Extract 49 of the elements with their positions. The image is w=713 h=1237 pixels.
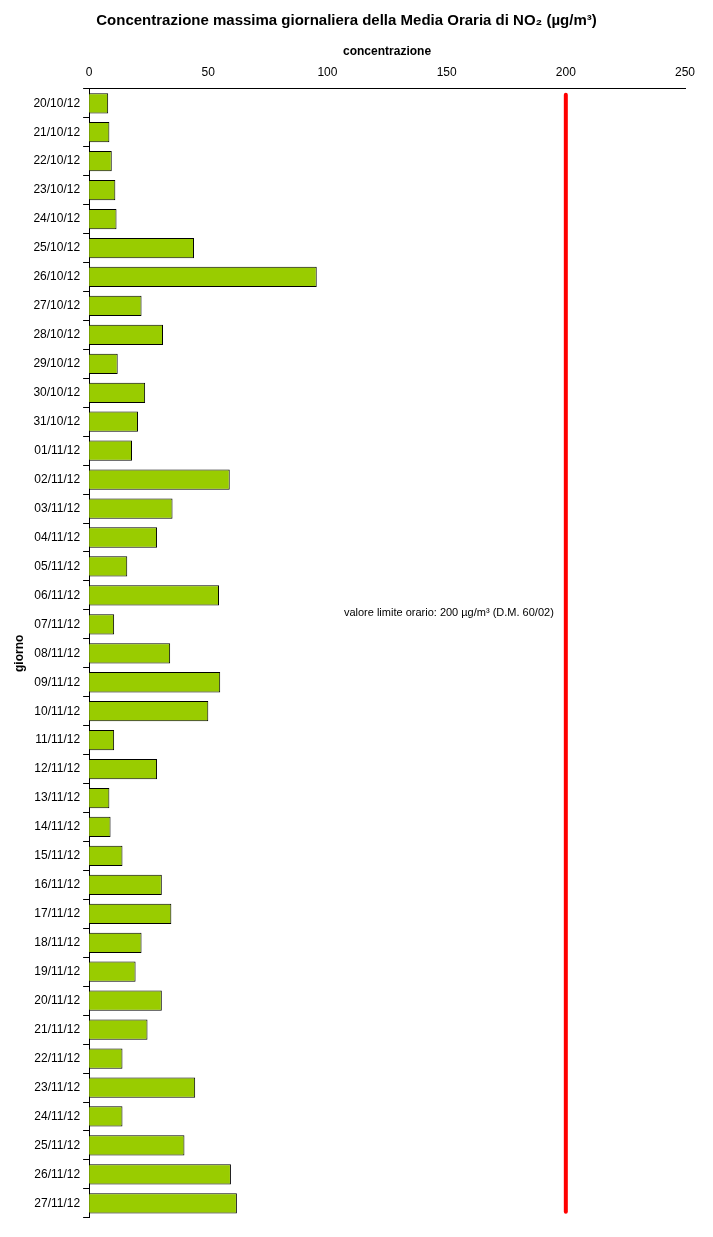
y-tick-label: 29/10/12 — [33, 356, 81, 371]
y-tick-label: 22/11/12 — [34, 1050, 81, 1065]
y-tick-label: 13/11/12 — [34, 790, 81, 805]
x-tick-label: 150 — [436, 64, 457, 79]
y-tick-label: 28/10/12 — [33, 327, 81, 342]
y-tick-label: 20/11/12 — [34, 993, 81, 1007]
y-tick-label: 24/10/12 — [33, 211, 81, 226]
y-tick-label: 25/11/12 — [34, 1137, 81, 1152]
y-tick-label: 26/10/12 — [33, 269, 81, 284]
y-tick-label: 19/11/12 — [34, 964, 81, 979]
y-tick-label: 16/11/12 — [34, 877, 81, 892]
y-tick-label: 21/10/12 — [33, 124, 81, 139]
ref-line-label: valore limite orario: 200 µg/m³ (D.M. 60/02) — [343, 606, 554, 619]
y-tick-label: 24/11/12 — [34, 1108, 81, 1123]
y-tick-label: 26/11/12 — [34, 1166, 81, 1181]
y-tick-label: 03/11/12 — [34, 500, 81, 515]
x-tick-label: 200 — [555, 64, 577, 79]
y-tick-label: 23/10/12 — [33, 182, 81, 197]
y-tick-label: 23/11/12 — [34, 1079, 81, 1094]
y-tick-label: 05/11/12 — [34, 558, 81, 573]
y-tick-label: 17/11/12 — [34, 906, 81, 921]
y-tick-label: 20/10/12 — [33, 95, 81, 110]
y-tick-label: 09/11/12 — [34, 674, 81, 689]
y-tick-label: 04/11/12 — [34, 529, 81, 544]
y-tick-label: 18/11/12 — [34, 935, 81, 950]
y-tick-label: 25/10/12 — [33, 240, 81, 255]
x-tick-label: 50 — [201, 64, 216, 79]
y-tick-label: 27/11/12 — [34, 1195, 81, 1210]
y-tick-label: 27/10/12 — [33, 298, 81, 313]
y-tick-label: 02/11/12 — [34, 471, 81, 486]
x-tick-label: 250 — [674, 64, 696, 79]
y-tick-label: 22/10/12 — [33, 153, 81, 168]
y-tick-label: 21/11/12 — [34, 1021, 81, 1036]
y-tick-label: 15/11/12 — [34, 848, 81, 863]
y-tick-label: 30/10/12 — [33, 385, 81, 400]
chart-title: Concentrazione massima giornaliera della Media Oraria di NO₂ (µg/m³) — [96, 11, 597, 29]
x-tick-label: 0 — [85, 64, 93, 79]
y-tick-label: 12/11/12 — [34, 761, 81, 776]
y-tick-label: 01/11/12 — [34, 442, 81, 457]
y-tick-label: 11/11/12 — [35, 732, 81, 747]
x-tick-label: 100 — [317, 64, 338, 79]
y-tick-label: 31/10/12 — [33, 414, 81, 429]
y-axis-title: giorno — [11, 634, 26, 672]
y-tick-label: 06/11/12 — [34, 587, 81, 602]
y-tick-label: 14/11/12 — [34, 819, 81, 834]
y-tick-label: 08/11/12 — [34, 645, 81, 660]
y-tick-label: 07/11/12 — [34, 616, 81, 631]
x-axis-title: concentrazione — [343, 43, 432, 58]
y-tick-label: 10/11/12 — [34, 703, 81, 718]
